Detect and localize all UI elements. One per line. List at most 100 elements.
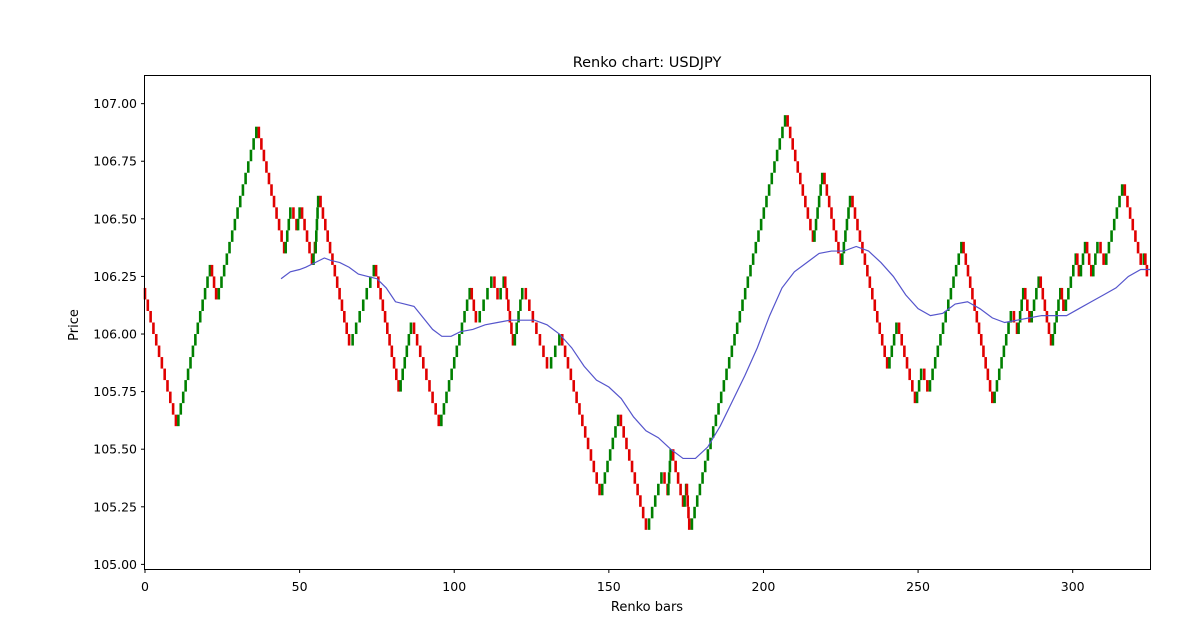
up-brick	[820, 172, 824, 185]
up-brick	[606, 460, 609, 473]
up-brick	[668, 460, 672, 473]
down-brick	[685, 483, 689, 496]
down-brick	[982, 345, 985, 358]
up-brick	[722, 380, 726, 392]
up-brick	[888, 357, 891, 369]
up-brick	[995, 380, 999, 392]
down-brick	[676, 472, 680, 484]
down-brick	[434, 403, 437, 415]
up-brick	[285, 230, 289, 242]
down-brick	[830, 207, 833, 219]
down-brick	[395, 368, 398, 381]
down-brick	[586, 437, 590, 450]
up-brick	[198, 310, 202, 323]
down-brick	[528, 299, 531, 311]
up-brick	[452, 357, 456, 369]
up-brick	[558, 334, 561, 346]
down-brick	[825, 184, 829, 196]
up-brick	[249, 149, 253, 162]
down-brick	[832, 218, 836, 231]
up-brick	[1009, 310, 1013, 323]
up-brick	[405, 345, 409, 358]
down-brick	[272, 195, 276, 208]
down-brick	[338, 287, 341, 300]
down-brick	[331, 253, 334, 265]
down-brick	[863, 253, 867, 265]
down-brick	[303, 218, 306, 231]
up-brick	[660, 472, 663, 484]
up-brick	[181, 391, 185, 404]
down-brick	[295, 218, 298, 231]
up-brick	[312, 253, 315, 265]
up-brick	[465, 299, 469, 311]
up-brick	[954, 264, 958, 277]
up-brick	[517, 310, 520, 323]
up-brick	[208, 264, 212, 277]
down-brick	[903, 345, 906, 358]
down-brick	[1131, 218, 1135, 231]
renko-bricks	[143, 115, 1149, 530]
up-brick	[653, 495, 657, 507]
down-brick	[905, 357, 909, 369]
up-brick	[1059, 287, 1062, 300]
up-brick	[611, 437, 615, 450]
down-brick	[428, 380, 431, 392]
down-brick	[381, 299, 385, 311]
down-brick	[374, 264, 378, 277]
down-brick	[157, 345, 161, 358]
up-brick	[775, 149, 779, 162]
up-brick	[928, 380, 932, 392]
up-brick	[669, 449, 672, 461]
y-tick-label: 106.50	[93, 211, 137, 226]
down-brick	[310, 253, 314, 265]
down-brick	[793, 149, 797, 162]
down-brick	[412, 322, 416, 335]
down-brick	[581, 414, 584, 427]
down-brick	[212, 276, 216, 288]
up-brick	[711, 426, 715, 438]
down-brick	[345, 322, 349, 335]
up-brick	[553, 345, 557, 358]
down-brick	[681, 495, 685, 507]
down-brick	[880, 334, 884, 346]
down-brick	[625, 437, 628, 450]
down-brick	[796, 161, 800, 173]
y-axis-ticks: 105.00 105.25 105.50 105.75 106.00 106.25 106.…	[93, 96, 145, 572]
up-brick	[1064, 299, 1068, 311]
down-brick	[379, 287, 382, 300]
up-brick	[233, 218, 237, 231]
up-brick	[315, 218, 319, 231]
up-brick	[1110, 230, 1113, 242]
down-brick	[786, 115, 789, 127]
y-tick-label: 105.75	[93, 384, 137, 399]
up-brick	[1079, 264, 1083, 277]
up-brick	[314, 241, 317, 254]
up-brick	[1115, 207, 1119, 219]
down-brick	[1128, 207, 1132, 219]
up-brick	[890, 345, 894, 358]
up-brick	[845, 218, 849, 231]
y-axis-label: Price	[67, 309, 82, 341]
down-brick	[321, 207, 325, 219]
down-brick	[801, 184, 805, 196]
up-brick	[177, 414, 180, 427]
down-brick	[875, 310, 879, 323]
down-brick	[922, 368, 926, 381]
up-brick	[751, 253, 755, 265]
up-brick	[289, 207, 292, 219]
down-brick	[386, 322, 389, 335]
up-brick	[196, 322, 200, 335]
up-brick	[844, 230, 847, 242]
up-brick	[445, 391, 448, 404]
up-brick	[1120, 184, 1124, 196]
down-brick	[425, 368, 428, 381]
up-brick	[1142, 253, 1146, 265]
down-brick	[566, 357, 570, 369]
up-brick	[1074, 253, 1078, 265]
down-brick	[388, 334, 391, 346]
down-brick	[908, 368, 911, 381]
down-brick	[897, 322, 901, 335]
down-brick	[837, 241, 840, 254]
moving-average-group	[280, 245, 1150, 460]
